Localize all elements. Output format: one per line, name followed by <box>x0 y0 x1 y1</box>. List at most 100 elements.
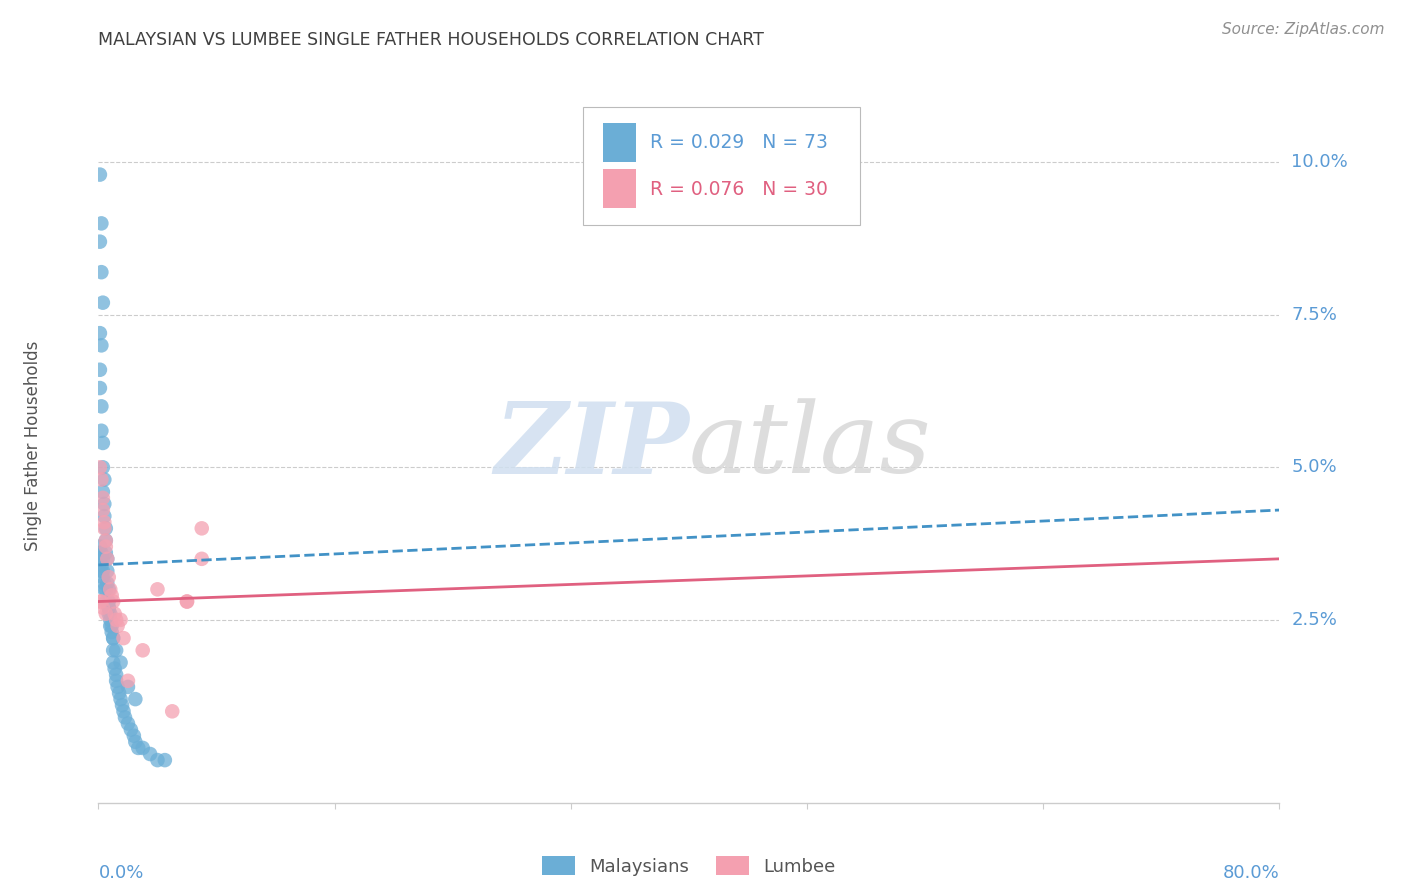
Text: R = 0.029   N = 73: R = 0.029 N = 73 <box>650 133 828 153</box>
Point <box>93 576 115 591</box>
Point <box>89 546 111 560</box>
Point <box>105 673 128 688</box>
Text: R = 0.076   N = 30: R = 0.076 N = 30 <box>650 179 828 199</box>
Point <box>100 625 122 640</box>
Point <box>117 680 139 694</box>
Point <box>103 631 125 645</box>
Point <box>98 619 121 633</box>
Point <box>122 729 145 743</box>
Point <box>96 594 118 608</box>
Text: 10.0%: 10.0% <box>1291 153 1348 171</box>
Bar <box>603 123 636 162</box>
Point <box>96 564 118 578</box>
Point <box>90 546 112 560</box>
Point <box>117 673 139 688</box>
Point <box>124 692 146 706</box>
Text: 2.5%: 2.5% <box>1291 611 1337 629</box>
Text: Single Father Households: Single Father Households <box>24 341 42 551</box>
Point <box>93 515 115 529</box>
Text: MALAYSIAN VS LUMBEE SINGLE FATHER HOUSEHOLDS CORRELATION CHART: MALAYSIAN VS LUMBEE SINGLE FATHER HOUSEH… <box>98 31 765 49</box>
Point <box>91 600 114 615</box>
Point <box>120 723 142 737</box>
Point <box>94 582 117 597</box>
Point <box>103 631 125 645</box>
Point <box>176 594 198 608</box>
Text: atlas: atlas <box>689 399 932 493</box>
Point <box>110 692 132 706</box>
Point <box>96 551 118 566</box>
Point <box>89 460 111 475</box>
Point <box>191 521 214 535</box>
Text: 80.0%: 80.0% <box>1223 863 1279 882</box>
Point <box>89 235 111 249</box>
Point <box>108 686 131 700</box>
Point <box>105 667 128 681</box>
Point <box>191 551 214 566</box>
Point <box>104 607 127 621</box>
Point <box>90 558 112 572</box>
Point <box>111 698 134 713</box>
Point <box>103 643 125 657</box>
Point <box>89 381 111 395</box>
Point <box>94 521 117 535</box>
Bar <box>603 169 636 209</box>
Point <box>98 582 121 597</box>
Point <box>89 551 111 566</box>
Point <box>132 643 155 657</box>
Point <box>146 582 169 597</box>
Point <box>104 662 127 676</box>
Point <box>103 656 125 670</box>
Text: 0.0%: 0.0% <box>98 863 143 882</box>
Point <box>97 594 120 608</box>
Point <box>127 740 149 755</box>
Point <box>93 509 115 524</box>
Point <box>96 551 118 566</box>
Point <box>90 424 112 438</box>
Point <box>110 613 132 627</box>
Point <box>153 753 176 767</box>
Text: 7.5%: 7.5% <box>1291 306 1337 324</box>
Point <box>139 747 162 761</box>
Point <box>94 607 117 621</box>
Point <box>94 594 117 608</box>
Point <box>90 265 112 279</box>
Point <box>91 564 114 578</box>
Point <box>98 607 121 621</box>
Text: ZIP: ZIP <box>494 398 689 494</box>
Point <box>90 564 112 578</box>
Point <box>162 704 183 718</box>
Point <box>90 400 112 414</box>
Point <box>91 503 114 517</box>
Point <box>94 533 117 548</box>
Point <box>89 168 111 182</box>
Point <box>93 582 115 597</box>
Point <box>112 704 135 718</box>
Point <box>93 497 115 511</box>
Point <box>97 607 120 621</box>
Point <box>91 570 114 584</box>
Point <box>112 631 135 645</box>
Point <box>98 613 121 627</box>
Point <box>89 363 111 377</box>
Point <box>146 753 169 767</box>
Point <box>97 570 120 584</box>
Point <box>94 533 117 548</box>
Point <box>107 680 129 694</box>
Point <box>107 619 129 633</box>
Point <box>91 436 114 450</box>
Point <box>96 576 118 591</box>
Point <box>89 594 111 608</box>
Point <box>93 521 115 535</box>
Point <box>90 216 112 230</box>
Point <box>89 540 111 554</box>
Point <box>91 460 114 475</box>
Point <box>110 656 132 670</box>
Point <box>97 600 120 615</box>
Point <box>94 546 117 560</box>
Text: Source: ZipAtlas.com: Source: ZipAtlas.com <box>1222 22 1385 37</box>
Point <box>91 295 114 310</box>
Point <box>97 600 120 615</box>
Point <box>100 619 122 633</box>
Point <box>124 735 146 749</box>
Point <box>103 594 125 608</box>
